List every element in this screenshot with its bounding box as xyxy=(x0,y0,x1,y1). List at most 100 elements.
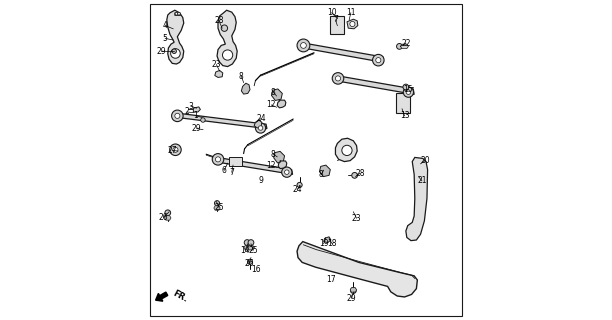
Circle shape xyxy=(223,50,233,60)
Text: 7: 7 xyxy=(333,15,338,24)
Text: 25: 25 xyxy=(214,203,224,212)
Text: 29: 29 xyxy=(192,124,201,133)
Circle shape xyxy=(171,49,181,58)
Circle shape xyxy=(342,145,352,156)
Text: 24: 24 xyxy=(256,114,266,123)
Text: 8: 8 xyxy=(239,72,244,81)
Text: 6: 6 xyxy=(222,166,227,175)
Circle shape xyxy=(173,147,178,152)
Text: 15: 15 xyxy=(403,85,413,94)
Circle shape xyxy=(335,76,340,81)
Circle shape xyxy=(258,126,263,130)
Text: 7: 7 xyxy=(230,168,234,177)
Circle shape xyxy=(376,58,381,63)
Circle shape xyxy=(297,182,302,188)
Polygon shape xyxy=(173,113,267,129)
Circle shape xyxy=(282,167,292,177)
Polygon shape xyxy=(297,242,417,297)
Text: 4: 4 xyxy=(163,21,168,30)
Text: 12: 12 xyxy=(267,161,276,170)
Polygon shape xyxy=(248,245,254,250)
Polygon shape xyxy=(272,89,282,100)
Circle shape xyxy=(215,157,220,162)
Polygon shape xyxy=(175,13,181,15)
Text: 27: 27 xyxy=(168,146,177,155)
Circle shape xyxy=(247,259,253,264)
Circle shape xyxy=(300,43,307,48)
Text: 1: 1 xyxy=(193,111,198,120)
Polygon shape xyxy=(274,151,285,163)
Polygon shape xyxy=(165,216,171,220)
Polygon shape xyxy=(319,165,330,177)
Text: 13: 13 xyxy=(400,111,409,120)
Polygon shape xyxy=(324,237,331,243)
Polygon shape xyxy=(278,161,287,169)
Polygon shape xyxy=(335,138,357,162)
Polygon shape xyxy=(241,83,250,94)
Polygon shape xyxy=(254,120,262,128)
Text: 14: 14 xyxy=(241,246,250,255)
Polygon shape xyxy=(213,157,293,174)
Circle shape xyxy=(248,240,254,245)
Bar xyxy=(396,93,409,113)
Text: 16: 16 xyxy=(252,265,261,274)
Text: 24: 24 xyxy=(292,185,302,194)
FancyArrow shape xyxy=(155,292,168,301)
Circle shape xyxy=(177,12,181,15)
Polygon shape xyxy=(277,100,286,108)
Circle shape xyxy=(332,73,344,84)
Text: 23: 23 xyxy=(352,214,361,223)
Text: 9: 9 xyxy=(259,176,264,185)
Text: 23: 23 xyxy=(212,60,221,69)
Circle shape xyxy=(403,84,409,90)
Text: 8: 8 xyxy=(319,170,324,179)
Text: FR.: FR. xyxy=(171,288,189,304)
Text: 8: 8 xyxy=(271,88,276,97)
Circle shape xyxy=(214,201,220,206)
Circle shape xyxy=(397,44,402,49)
Polygon shape xyxy=(217,10,237,67)
Text: 28: 28 xyxy=(214,16,224,25)
Text: 5: 5 xyxy=(163,34,168,43)
Circle shape xyxy=(212,154,224,165)
Polygon shape xyxy=(406,157,428,241)
Text: 3: 3 xyxy=(188,102,193,111)
Text: 12: 12 xyxy=(267,100,276,109)
Text: 18: 18 xyxy=(327,239,337,248)
Text: 22: 22 xyxy=(401,39,411,48)
Text: 19: 19 xyxy=(319,239,329,248)
Text: 21: 21 xyxy=(417,176,427,185)
Circle shape xyxy=(201,118,205,122)
Text: 26: 26 xyxy=(159,213,168,222)
Polygon shape xyxy=(244,245,250,250)
Circle shape xyxy=(221,25,228,31)
Circle shape xyxy=(285,170,289,174)
Text: 8: 8 xyxy=(271,150,276,159)
Text: 20: 20 xyxy=(420,156,430,165)
Polygon shape xyxy=(193,107,200,112)
Text: 11: 11 xyxy=(346,8,356,17)
Circle shape xyxy=(175,12,177,15)
Polygon shape xyxy=(350,288,357,292)
Bar xyxy=(330,16,345,34)
Bar xyxy=(228,157,242,166)
Circle shape xyxy=(350,21,355,27)
Polygon shape xyxy=(214,206,220,210)
Polygon shape xyxy=(215,70,223,77)
Circle shape xyxy=(255,123,266,133)
Text: 29: 29 xyxy=(346,294,356,303)
Circle shape xyxy=(352,172,357,178)
Polygon shape xyxy=(400,44,408,49)
Polygon shape xyxy=(299,42,384,62)
Circle shape xyxy=(373,54,384,66)
Polygon shape xyxy=(167,10,184,64)
Polygon shape xyxy=(347,19,358,29)
Text: 10: 10 xyxy=(327,8,337,17)
Circle shape xyxy=(172,49,176,53)
Text: 2: 2 xyxy=(185,108,189,116)
Circle shape xyxy=(244,240,250,245)
Circle shape xyxy=(175,113,180,118)
Text: 25: 25 xyxy=(248,246,258,255)
Circle shape xyxy=(171,110,183,122)
Circle shape xyxy=(403,87,414,97)
